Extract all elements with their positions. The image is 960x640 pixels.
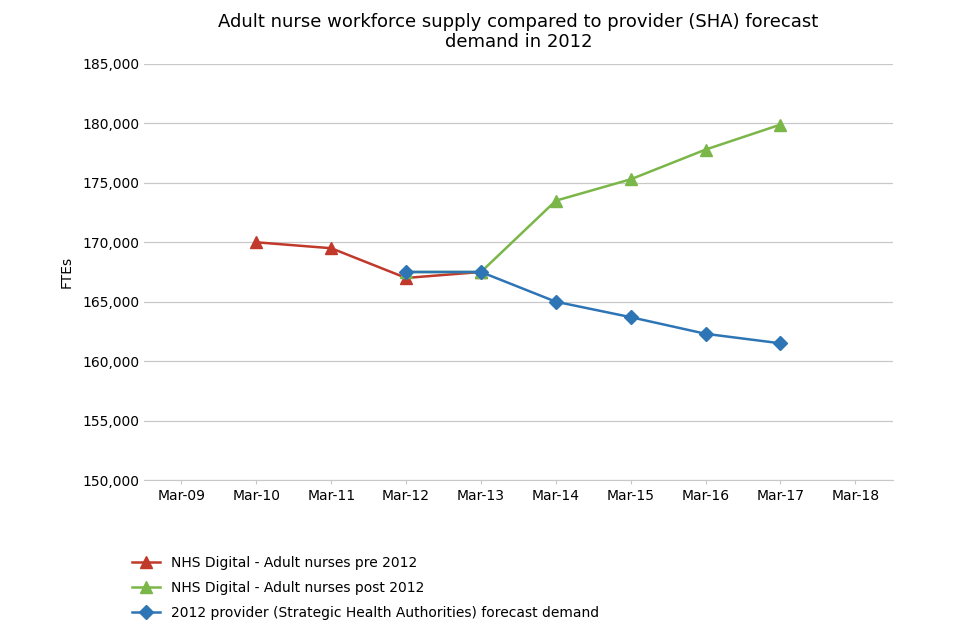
Line: NHS Digital - Adult nurses post 2012: NHS Digital - Adult nurses post 2012	[400, 119, 786, 278]
Line: 2012 provider (Strategic Health Authorities) forecast demand: 2012 provider (Strategic Health Authorit…	[401, 267, 785, 348]
NHS Digital - Adult nurses pre 2012	[475, 268, 487, 276]
NHS Digital - Adult nurses pre 2012	[325, 244, 337, 252]
NHS Digital - Adult nurses post 2012	[700, 146, 711, 154]
NHS Digital - Adult nurses post 2012	[400, 268, 412, 276]
NHS Digital - Adult nurses post 2012	[775, 121, 786, 129]
2012 provider (Strategic Health Authorities) forecast demand	[400, 268, 412, 276]
2012 provider (Strategic Health Authorities) forecast demand	[550, 298, 562, 305]
NHS Digital - Adult nurses post 2012	[625, 175, 636, 183]
NHS Digital - Adult nurses pre 2012	[400, 274, 412, 282]
NHS Digital - Adult nurses pre 2012	[251, 239, 262, 246]
2012 provider (Strategic Health Authorities) forecast demand	[775, 339, 786, 347]
2012 provider (Strategic Health Authorities) forecast demand	[700, 330, 711, 338]
Y-axis label: FTEs: FTEs	[60, 256, 74, 288]
Title: Adult nurse workforce supply compared to provider (SHA) forecast
demand in 2012: Adult nurse workforce supply compared to…	[218, 13, 819, 51]
NHS Digital - Adult nurses post 2012	[550, 197, 562, 205]
2012 provider (Strategic Health Authorities) forecast demand	[625, 314, 636, 321]
Line: NHS Digital - Adult nurses pre 2012: NHS Digital - Adult nurses pre 2012	[251, 237, 487, 284]
Legend: NHS Digital - Adult nurses pre 2012, NHS Digital - Adult nurses post 2012, 2012 : NHS Digital - Adult nurses pre 2012, NHS…	[132, 556, 599, 620]
NHS Digital - Adult nurses post 2012	[475, 268, 487, 276]
2012 provider (Strategic Health Authorities) forecast demand	[475, 268, 487, 276]
